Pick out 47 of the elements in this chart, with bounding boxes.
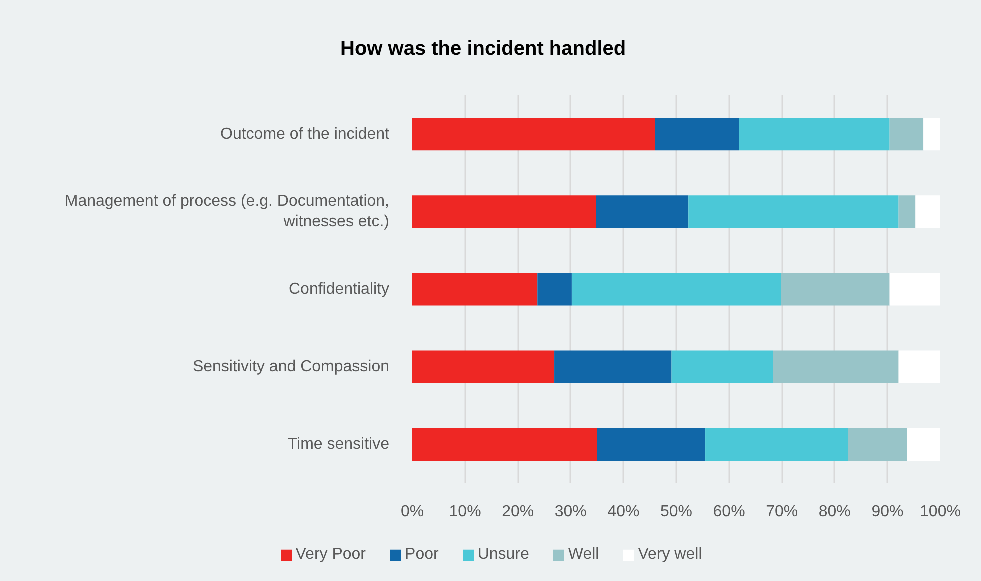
y-tick-label: Management of process (e.g. Documentation, witnesses etc.) [64,193,390,231]
bar [907,428,940,461]
bar [848,428,908,461]
bar [688,196,899,228]
x-tick-label: 90% [872,504,904,520]
bar [890,118,924,151]
bar [538,273,572,306]
bar [655,118,740,151]
bar [924,118,940,151]
legend-label: Very well [638,545,702,565]
y-tick-label: Outcome of the incident [220,126,390,143]
legend-label: Very Poor [296,545,366,565]
bar [412,350,555,384]
y-tick-label: Confidentiality [289,281,390,298]
x-tick-label: 10% [449,504,482,520]
bar [554,350,672,384]
bar [412,196,596,228]
bar [898,196,916,228]
bar [412,273,538,306]
bar [672,350,774,384]
x-tick-label: 60% [713,504,746,520]
bar [739,118,890,151]
x-tick-label: 30% [554,504,587,520]
bar [773,350,899,384]
bar [412,428,598,461]
y-tick-label: Time sensitive [288,436,390,454]
y-tick-label: Sensitivity and Compassion [192,358,390,376]
x-tick-label: 100% [920,504,961,520]
chart-title: How was the incident handled [340,38,626,60]
bar [890,273,940,306]
legend-label: Well [568,545,600,565]
x-tick-label: 80% [818,504,851,520]
bar [597,428,706,461]
bar [898,350,940,384]
x-tick-label: 0% [400,504,424,520]
x-tick-label: 20% [502,504,534,520]
bar [706,428,848,461]
x-tick-label: 40% [608,504,640,520]
bar [596,196,689,228]
x-tick-label: 70% [766,504,798,520]
bar [916,196,940,228]
legend-label: Unsure [478,545,530,565]
bar [412,118,656,151]
bar [572,273,782,306]
bar [781,273,890,306]
x-tick-label: 50% [660,504,693,520]
legend-label: Poor [405,545,439,565]
